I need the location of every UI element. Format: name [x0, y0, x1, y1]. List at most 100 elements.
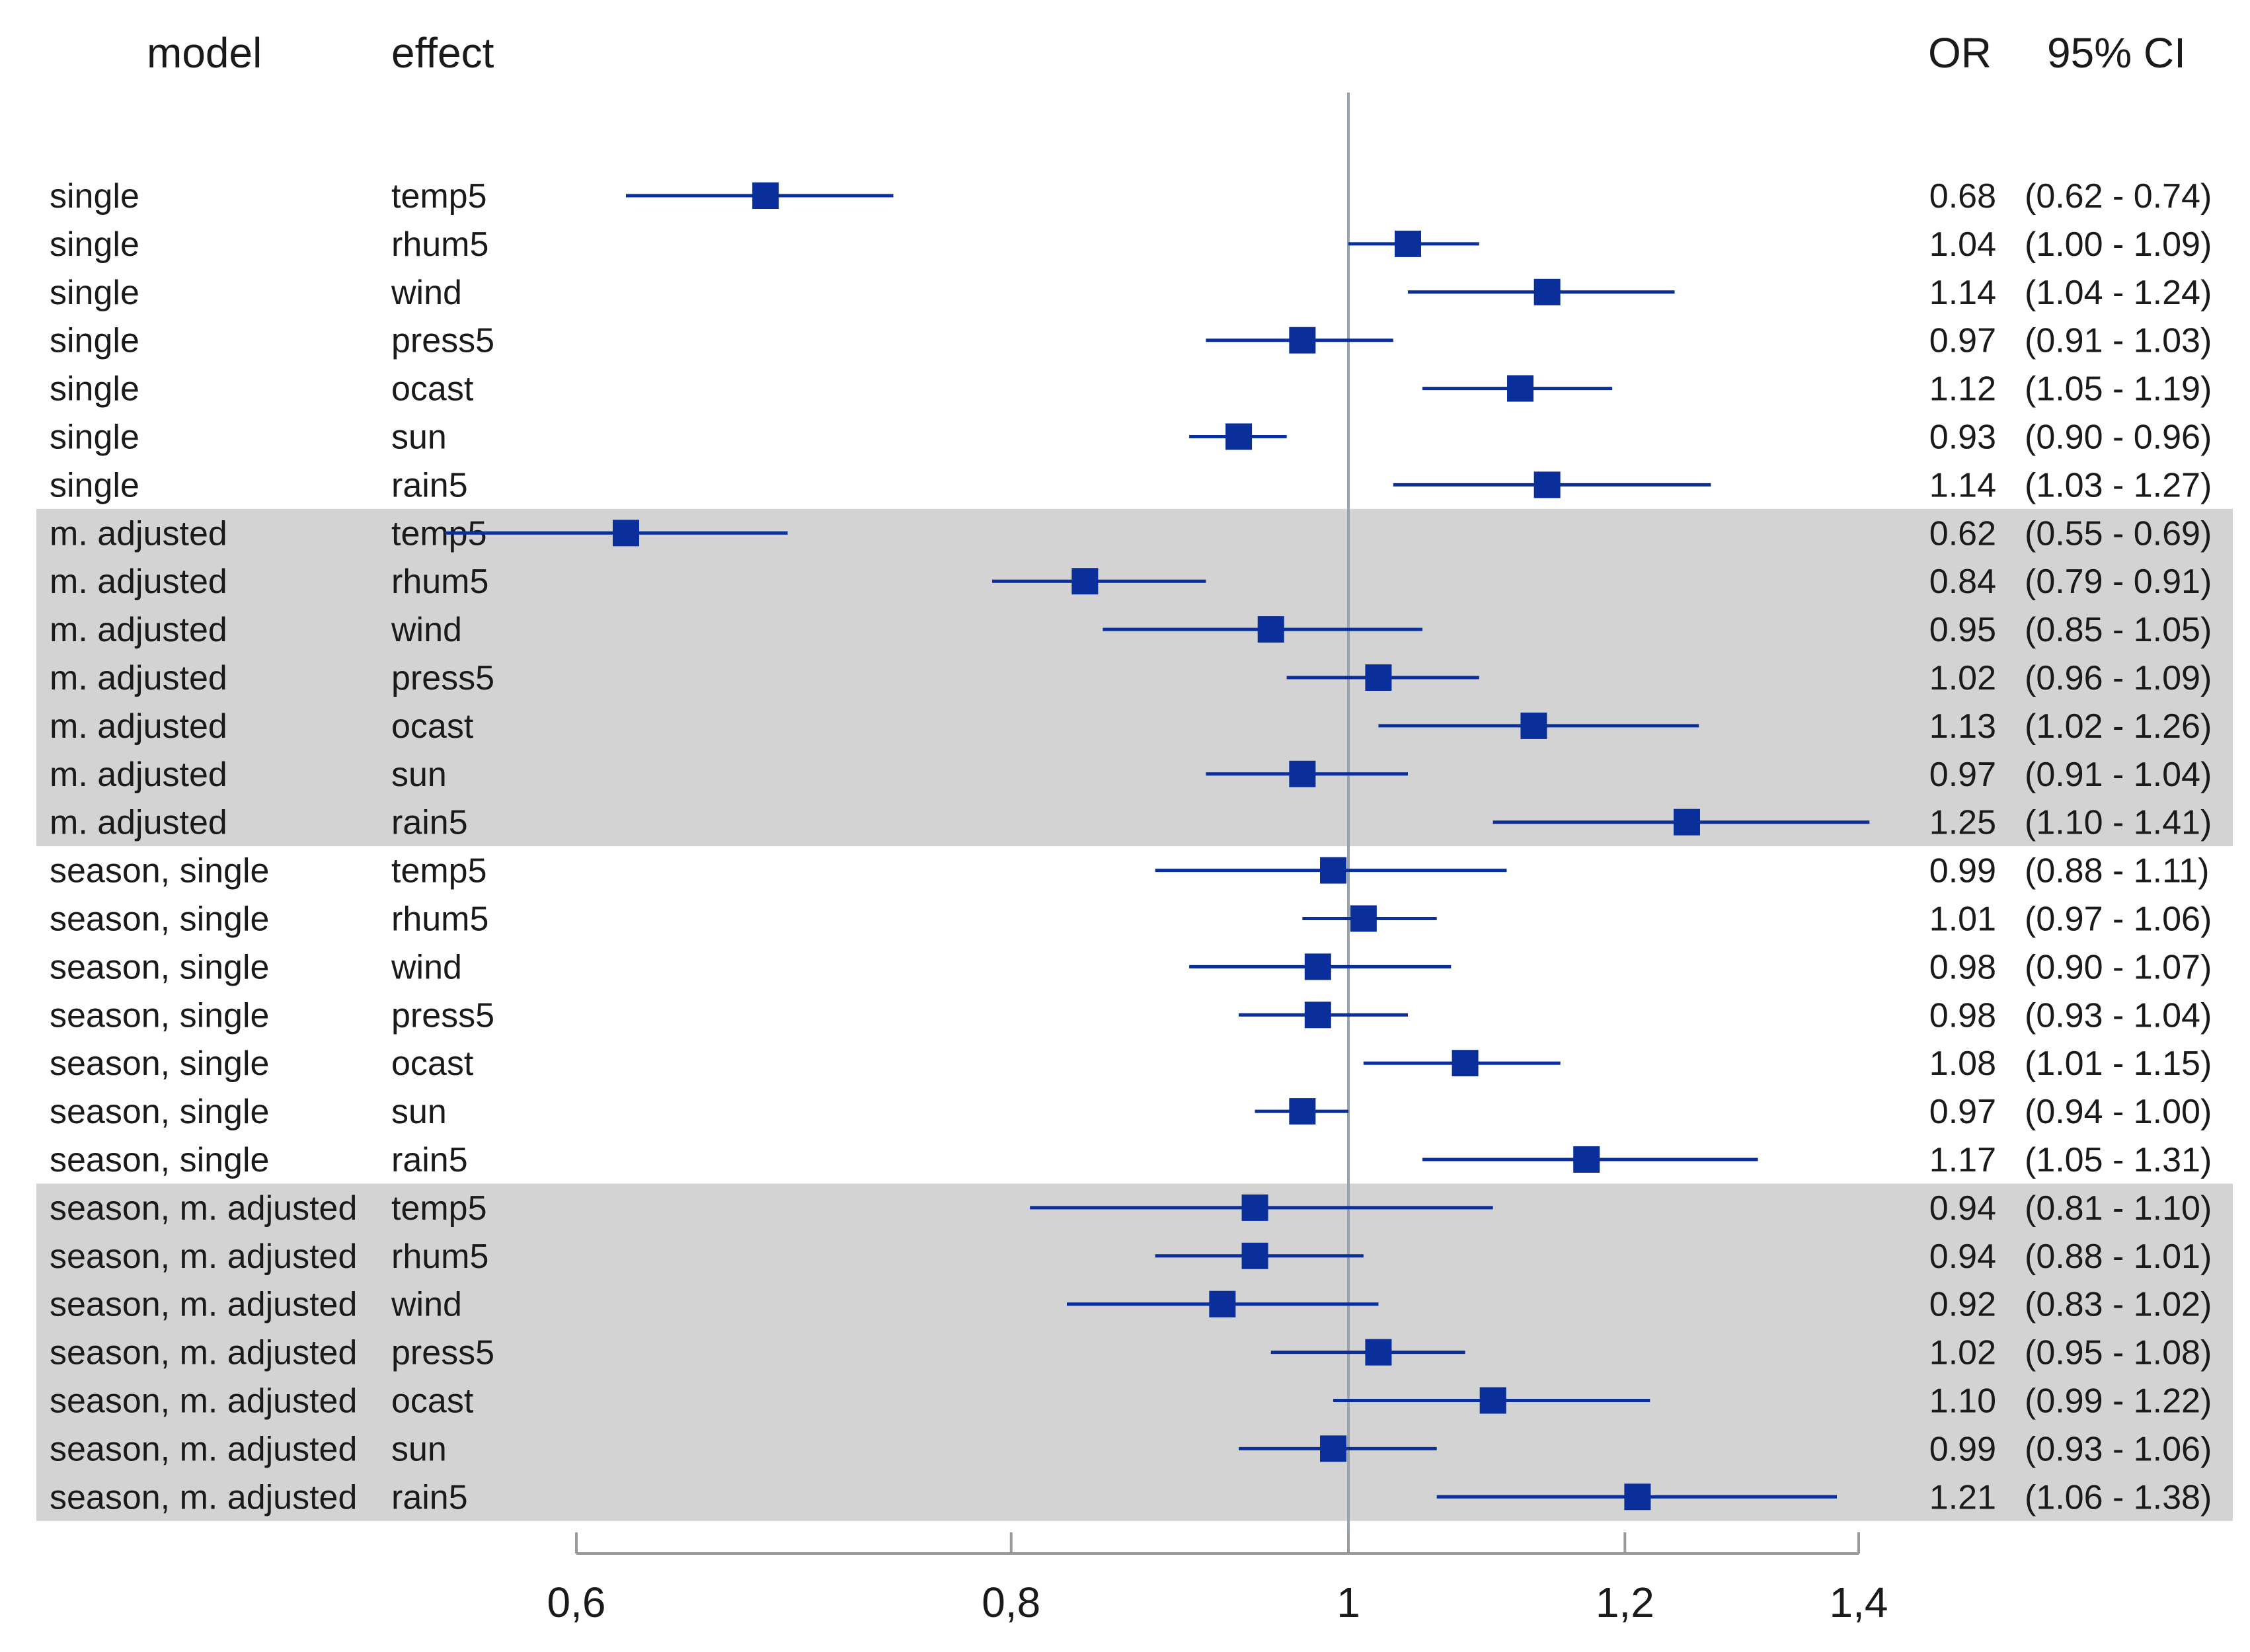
row-effect-label: sun [391, 418, 447, 457]
row-effect-label: wind [391, 611, 462, 649]
point-estimate-marker [1365, 664, 1392, 691]
row-ci-value: (0.94 - 1.00) [2025, 1093, 2212, 1131]
row-effect-label: rain5 [391, 466, 468, 504]
point-estimate-marker [1241, 1242, 1268, 1269]
forest-row: single wind 1.14 (1.04 - 1.24) [50, 274, 2212, 312]
row-model-label: m. adjusted [50, 659, 227, 697]
row-ci-value: (0.81 - 1.10) [2025, 1189, 2212, 1228]
row-or-value: 1.14 [1929, 466, 1996, 504]
row-effect-label: rhum5 [391, 1238, 488, 1276]
row-or-value: 0.99 [1929, 852, 1996, 890]
row-model-label: season, single [50, 900, 269, 939]
row-ci-value: (0.97 - 1.06) [2025, 900, 2212, 939]
point-estimate-marker [1320, 1435, 1347, 1462]
point-estimate-marker [1225, 423, 1253, 450]
point-estimate-marker [1304, 1002, 1331, 1029]
forest-row: season, single temp5 0.99 (0.88 - 1.11) [50, 852, 2209, 890]
row-or-value: 0.95 [1929, 611, 1996, 649]
row-effect-label: wind [391, 948, 462, 986]
forest-row: m. adjusted ocast 1.13 (1.02 - 1.26) [50, 707, 2212, 746]
row-effect-label: temp5 [391, 1189, 487, 1228]
forest-row: season, single ocast 1.08 (1.01 - 1.15) [50, 1044, 2212, 1083]
point-estimate-marker [1452, 1050, 1479, 1077]
row-ci-value: (0.96 - 1.09) [2025, 659, 2212, 697]
row-or-value: 0.98 [1929, 948, 1996, 986]
row-ci-value: (0.90 - 0.96) [2025, 418, 2212, 457]
point-estimate-marker [1673, 808, 1700, 836]
forest-row: single press5 0.97 (0.91 - 1.03) [50, 322, 2212, 360]
row-or-value: 0.68 [1929, 177, 1996, 216]
row-effect-label: wind [391, 1286, 462, 1324]
row-model-label: season, m. adjusted [50, 1189, 357, 1228]
point-estimate-marker [1304, 953, 1331, 980]
forest-row: single sun 0.93 (0.90 - 0.96) [50, 418, 2212, 457]
row-effect-label: press5 [391, 659, 494, 697]
row-ci-value: (0.93 - 1.06) [2025, 1430, 2212, 1468]
row-effect-label: ocast [391, 707, 474, 746]
point-estimate-marker [1257, 616, 1284, 643]
row-or-value: 0.93 [1929, 418, 1996, 457]
forest-row: season, single press5 0.98 (0.93 - 1.04) [50, 996, 2212, 1035]
row-ci-value: (0.79 - 0.91) [2025, 563, 2212, 601]
forest-row: season, m. adjusted rain5 1.21 (1.06 - 1.38… [50, 1478, 2212, 1516]
row-or-value: 0.62 [1929, 514, 1996, 553]
forest-row: season, single rain5 1.17 (1.05 - 1.31) [50, 1141, 2212, 1179]
row-model-label: single [50, 466, 139, 504]
forest-row: season, m. adjusted wind 0.92 (0.83 - 1.02) [50, 1286, 2212, 1324]
row-model-label: season, m. adjusted [50, 1286, 357, 1324]
row-model-label: m. adjusted [50, 707, 227, 746]
group-bands [36, 508, 2233, 1521]
header-or: OR [1928, 29, 1992, 77]
point-estimate-marker [1533, 278, 1561, 305]
forest-row: m. adjusted rhum5 0.84 (0.79 - 0.91) [50, 563, 2212, 601]
row-effect-label: press5 [391, 1334, 494, 1372]
row-effect-label: sun [391, 1430, 447, 1468]
x-tick-label: 0,8 [982, 1579, 1040, 1626]
row-model-label: season, m. adjusted [50, 1382, 357, 1421]
point-estimate-marker [1365, 1339, 1392, 1366]
row-or-value: 1.10 [1929, 1382, 1996, 1421]
point-estimate-marker [1394, 230, 1421, 257]
row-effect-label: ocast [391, 1382, 474, 1421]
row-model-label: single [50, 418, 139, 457]
point-estimate-marker [1479, 1387, 1506, 1414]
row-or-value: 0.97 [1929, 756, 1996, 794]
x-tick-label: 1,2 [1596, 1579, 1654, 1626]
row-model-label: season, m. adjusted [50, 1334, 357, 1372]
forest-row: m. adjusted wind 0.95 (0.85 - 1.05) [50, 611, 2212, 649]
row-ci-value: (0.91 - 1.03) [2025, 322, 2212, 360]
row-ci-value: (1.10 - 1.41) [2025, 804, 2212, 842]
row-ci-value: (0.91 - 1.04) [2025, 756, 2212, 794]
row-or-value: 0.97 [1929, 1093, 1996, 1131]
row-ci-value: (0.93 - 1.04) [2025, 996, 2212, 1035]
forest-row: season, m. adjusted rhum5 0.94 (0.88 - 1.01… [50, 1238, 2212, 1276]
point-estimate-marker [1320, 857, 1347, 884]
forest-row: m. adjusted rain5 1.25 (1.10 - 1.41) [50, 804, 2212, 842]
row-ci-value: (0.95 - 1.08) [2025, 1334, 2212, 1372]
point-estimate-marker [1071, 568, 1099, 595]
row-model-label: season, m. adjusted [50, 1430, 357, 1468]
row-model-label: season, single [50, 1093, 269, 1131]
row-effect-label: sun [391, 1093, 447, 1131]
row-ci-value: (0.90 - 1.07) [2025, 948, 2212, 986]
point-estimate-marker [1624, 1483, 1651, 1511]
row-or-value: 1.01 [1929, 900, 1996, 939]
point-estimate-marker [1533, 471, 1561, 498]
row-ci-value: (1.04 - 1.24) [2025, 274, 2212, 312]
forest-row: single ocast 1.12 (1.05 - 1.19) [50, 370, 2212, 409]
row-ci-value: (0.62 - 0.74) [2025, 177, 2212, 216]
row-model-label: m. adjusted [50, 611, 227, 649]
row-ci-value: (1.06 - 1.38) [2025, 1478, 2212, 1516]
row-or-value: 1.14 [1929, 274, 1996, 312]
row-effect-label: rain5 [391, 804, 468, 842]
point-estimate-marker [1573, 1146, 1600, 1173]
row-or-value: 1.25 [1929, 804, 1996, 842]
row-ci-value: (0.85 - 1.05) [2025, 611, 2212, 649]
point-estimate-marker [612, 520, 639, 547]
row-effect-label: rain5 [391, 1141, 468, 1179]
point-estimate-marker [1241, 1194, 1268, 1221]
row-model-label: season, single [50, 948, 269, 986]
row-effect-label: wind [391, 274, 462, 312]
group-band [36, 1183, 2233, 1521]
row-or-value: 0.84 [1929, 563, 1996, 601]
